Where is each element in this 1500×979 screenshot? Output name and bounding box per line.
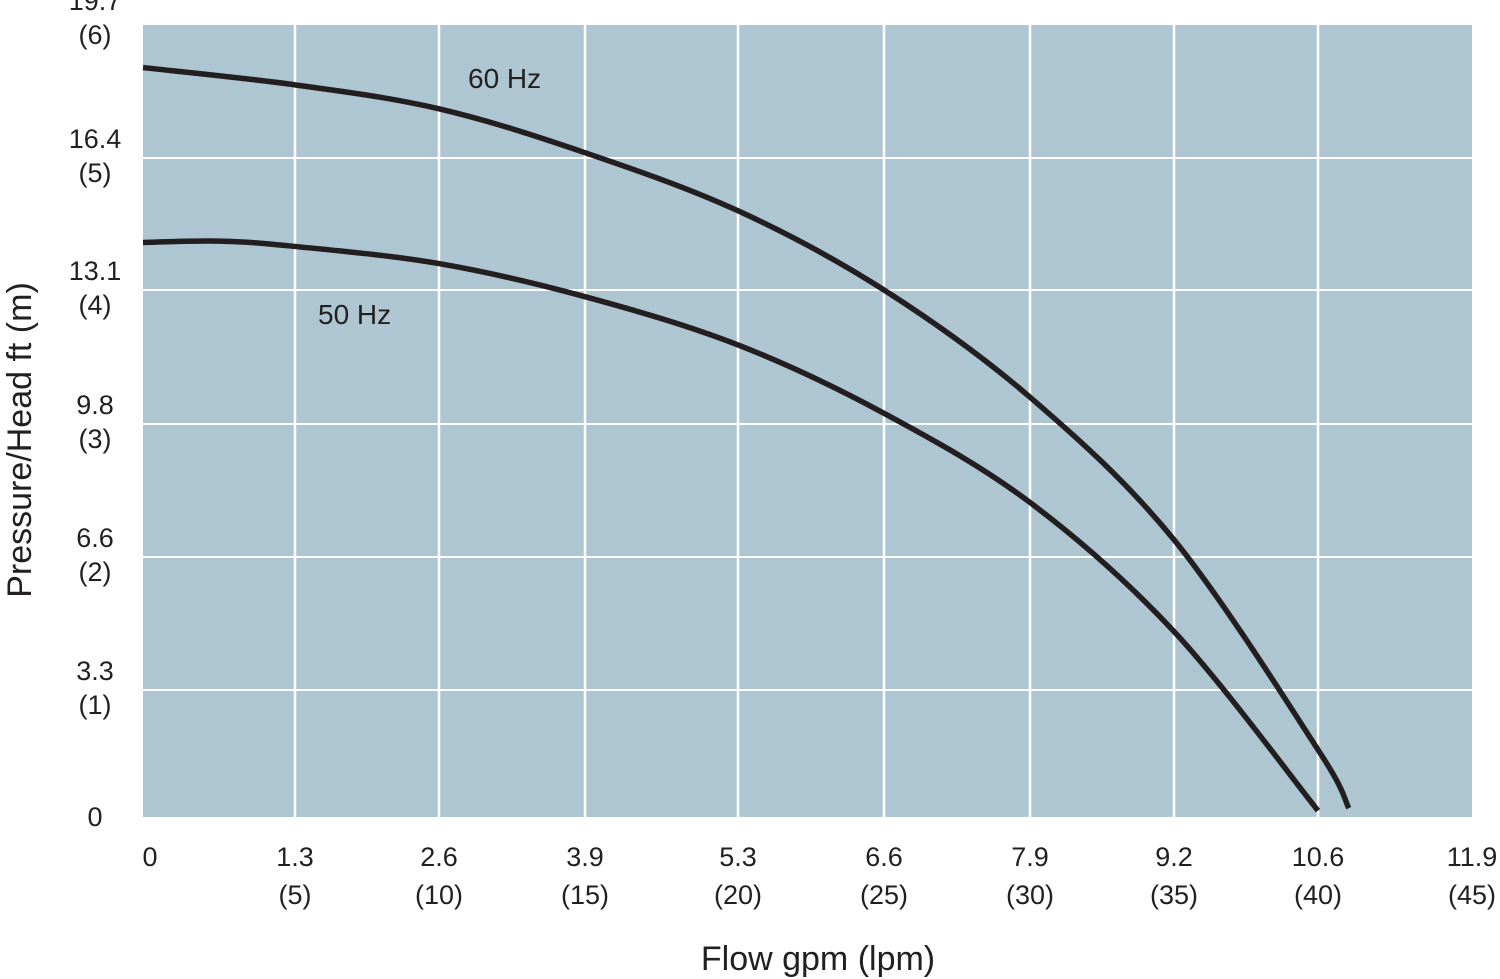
series-label-60hz: 60 Hz — [468, 63, 541, 94]
x-tick-label-lpm: (15) — [561, 880, 609, 910]
x-tick-label-lpm: (20) — [714, 880, 762, 910]
y-tick-label-m: (3) — [79, 424, 112, 454]
grid — [143, 25, 1472, 817]
y-tick-label-m: (1) — [79, 690, 112, 720]
x-tick-label: 10.6 — [1292, 842, 1345, 872]
y-tick-labels: 0 3.3 (1) 6.6 (2) 9.8 (3) 13.1 (4) 16.4 (5) 19.7 (6) — [69, 0, 122, 832]
x-tick-label: 5.3 — [719, 842, 757, 872]
y-tick-label-m: (2) — [79, 557, 112, 587]
x-tick-label-lpm: (45) — [1448, 880, 1496, 910]
y-tick-label: 19.7 — [69, 0, 122, 16]
y-tick-label-m: (5) — [79, 158, 112, 188]
x-tick-label: 1.3 — [276, 842, 314, 872]
y-tick-label-m: (6) — [79, 20, 112, 50]
x-tick-label-lpm: (5) — [279, 880, 312, 910]
x-tick-label-lpm: (30) — [1006, 880, 1054, 910]
x-tick-label: 0 — [142, 842, 157, 872]
y-tick-label: 13.1 — [69, 256, 122, 286]
y-axis-title: Pressure/Head ft (m) — [1, 282, 39, 598]
x-tick-label-lpm: (10) — [415, 880, 463, 910]
x-tick-label: 3.9 — [566, 842, 604, 872]
x-tick-labels: 0 1.3 (5) 2.6 (10) 3.9 (15) 5.3 (20) 6.6 (25) 7.9 (3… — [142, 842, 1497, 910]
x-tick-label: 7.9 — [1011, 842, 1049, 872]
x-tick-label: 9.2 — [1155, 842, 1193, 872]
series-line-60hz — [142, 64, 1352, 810]
x-tick-label: 11.9 — [1447, 842, 1498, 872]
x-tick-label-lpm: (40) — [1294, 880, 1342, 910]
x-tick-label: 6.6 — [865, 842, 903, 872]
y-tick-label: 3.3 — [76, 656, 114, 686]
y-tick-label: 9.8 — [76, 390, 114, 420]
series-line-50hz — [142, 238, 1321, 813]
y-tick-label: 6.6 — [76, 523, 114, 553]
x-tick-label-lpm: (35) — [1150, 880, 1198, 910]
plot-area — [143, 25, 1472, 817]
x-tick-label-lpm: (25) — [860, 880, 908, 910]
y-tick-label: 0 — [87, 802, 102, 832]
y-tick-label-m: (4) — [79, 290, 112, 320]
x-tick-label: 2.6 — [420, 842, 458, 872]
series-label-50hz: 50 Hz — [318, 299, 391, 330]
y-tick-label: 16.4 — [69, 124, 122, 154]
curves — [142, 64, 1352, 813]
x-axis-title: Flow gpm (lpm) — [701, 940, 935, 978]
